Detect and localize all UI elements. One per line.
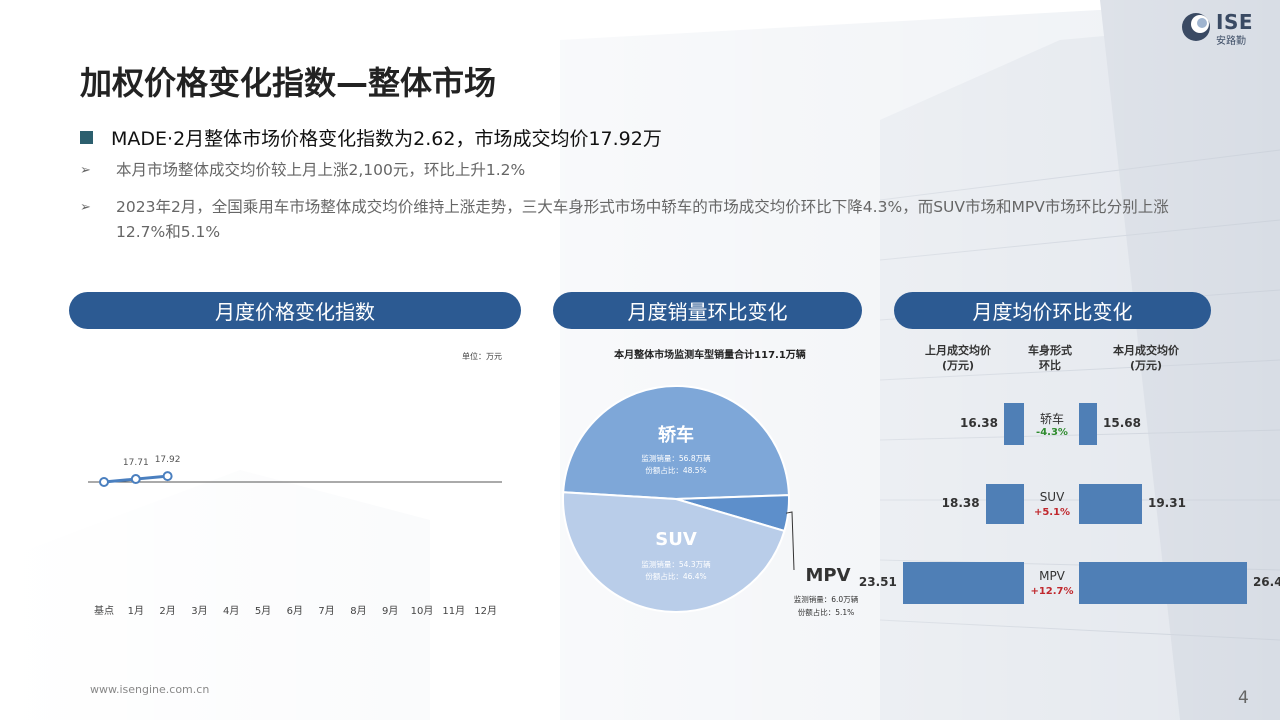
x-tick-label: 9月 <box>382 605 398 617</box>
header-prev-price-text: 上月成交均价 (万元) <box>925 344 991 372</box>
bullet-item: ➢ 2023年2月，全国乘用车市场整体成交均价维持上涨走势，三大车身形式市场中轿… <box>80 195 1196 245</box>
x-tick-label: 3月 <box>191 605 207 617</box>
data-point <box>99 477 109 487</box>
slice-share-mpv: 份额占比：5.1% <box>798 607 855 617</box>
bar-cur <box>1079 403 1097 445</box>
page-number: 4 <box>1238 688 1249 708</box>
pie-slice <box>562 491 786 613</box>
pie-chart-title: 本月整体市场监测车型销量合计117.1万辆 <box>614 350 806 361</box>
bar-prev <box>902 562 1024 604</box>
slice-share-sedan: 份额占比：48.5% <box>645 465 706 475</box>
bar-prev <box>985 484 1024 524</box>
x-tick-label: 基点 <box>94 604 114 617</box>
cur-value: 15.68 <box>1103 416 1141 430</box>
bullet-text: 本月市场整体成交均价较上月上涨2,100元，环比上升1.2% <box>116 161 526 179</box>
bullet-item: ➢ 本月市场整体成交均价较上月上涨2,100元，环比上升1.2% <box>80 158 1196 183</box>
header-cur-price: 本月成交均价 (万元) <box>1100 343 1192 373</box>
footer-url: www.isengine.com.cn <box>90 683 210 696</box>
section-header-index: 月度价格变化指数 <box>69 292 521 329</box>
logo-subtext: 安路勤 <box>1216 36 1246 47</box>
header-segment-text: 车身形式 环比 <box>1028 344 1072 372</box>
bar-cur <box>1079 484 1142 524</box>
mpv-leader-line <box>786 511 795 571</box>
x-tick-label: 8月 <box>350 605 366 617</box>
segment-change: +5.1% <box>1033 507 1071 518</box>
x-tick-label: 12月 <box>474 605 497 617</box>
pie-slice <box>562 385 790 501</box>
data-point <box>130 474 141 485</box>
header-prev-price: 上月成交均价 (万元) <box>912 343 1004 373</box>
prev-value: 18.38 <box>941 496 980 510</box>
data-label: 17.71 <box>123 458 149 468</box>
segment-change: -4.3% <box>1036 427 1068 438</box>
prev-value: 23.51 <box>858 575 897 589</box>
page-title: 加权价格变化指数—整体市场 <box>80 64 497 102</box>
section-header-avg: 月度均价环比变化 <box>894 292 1211 329</box>
slice-name-mpv: MPV <box>805 565 850 586</box>
headline-text: MADE·2月整体市场价格变化指数为2.62，市场成交均价17.92万 <box>111 128 662 150</box>
x-tick-label: 2月 <box>159 605 175 617</box>
segment-name: SUV <box>1039 490 1065 504</box>
slice-sales-sedan: 监测销量：56.8万辆 <box>641 453 711 463</box>
x-tick-label: 6月 <box>287 605 303 617</box>
data-label: 17.92 <box>155 455 181 465</box>
prev-value: 16.38 <box>960 416 998 430</box>
slice-sales-mpv: 监测销量：6.0万辆 <box>794 594 859 604</box>
bullet-text: 2023年2月，全国乘用车市场整体成交均价维持上涨走势，三大车身形式市场中轿车的… <box>116 198 1169 241</box>
x-tick-label: 1月 <box>128 605 144 617</box>
segment-name: 轿车 <box>1039 412 1064 426</box>
x-tick-label: 5月 <box>255 605 271 617</box>
headline: MADE·2月整体市场价格变化指数为2.62，市场成交均价17.92万 <box>80 124 662 151</box>
x-tick-label: 11月 <box>442 605 465 617</box>
segment-change: +12.7% <box>1030 586 1074 597</box>
slice-name-suv: SUV <box>655 529 697 550</box>
slice-share-suv: 份额占比：46.4% <box>645 571 706 581</box>
logo-icon <box>1182 13 1210 41</box>
section-header-sales: 月度销量环比变化 <box>553 292 862 329</box>
bar-cur <box>1079 562 1247 604</box>
chart-unit-label: 单位：万元 <box>462 352 502 361</box>
x-tick-label: 4月 <box>223 605 239 617</box>
header-segment: 车身形式 环比 <box>1020 343 1080 373</box>
square-bullet-icon <box>80 131 93 144</box>
logo-text: ISE <box>1216 10 1254 34</box>
cur-value: 26.49 <box>1252 575 1280 589</box>
slice-name-sedan: 轿车 <box>658 424 694 446</box>
header-cur-price-text: 本月成交均价 (万元) <box>1113 344 1179 372</box>
x-tick-label: 10月 <box>411 605 434 617</box>
segment-name: MPV <box>1039 569 1065 583</box>
x-tick-label: 7月 <box>318 605 334 617</box>
arrow-bullet-icon: ➢ <box>80 163 91 178</box>
cur-value: 19.31 <box>1147 496 1186 510</box>
data-point <box>162 471 173 482</box>
company-logo: ISE 安路勤 <box>1180 8 1270 48</box>
arrow-bullet-icon: ➢ <box>80 200 91 215</box>
bar-prev <box>1004 403 1024 445</box>
slice-sales-suv: 监测销量：54.3万辆 <box>641 559 711 569</box>
